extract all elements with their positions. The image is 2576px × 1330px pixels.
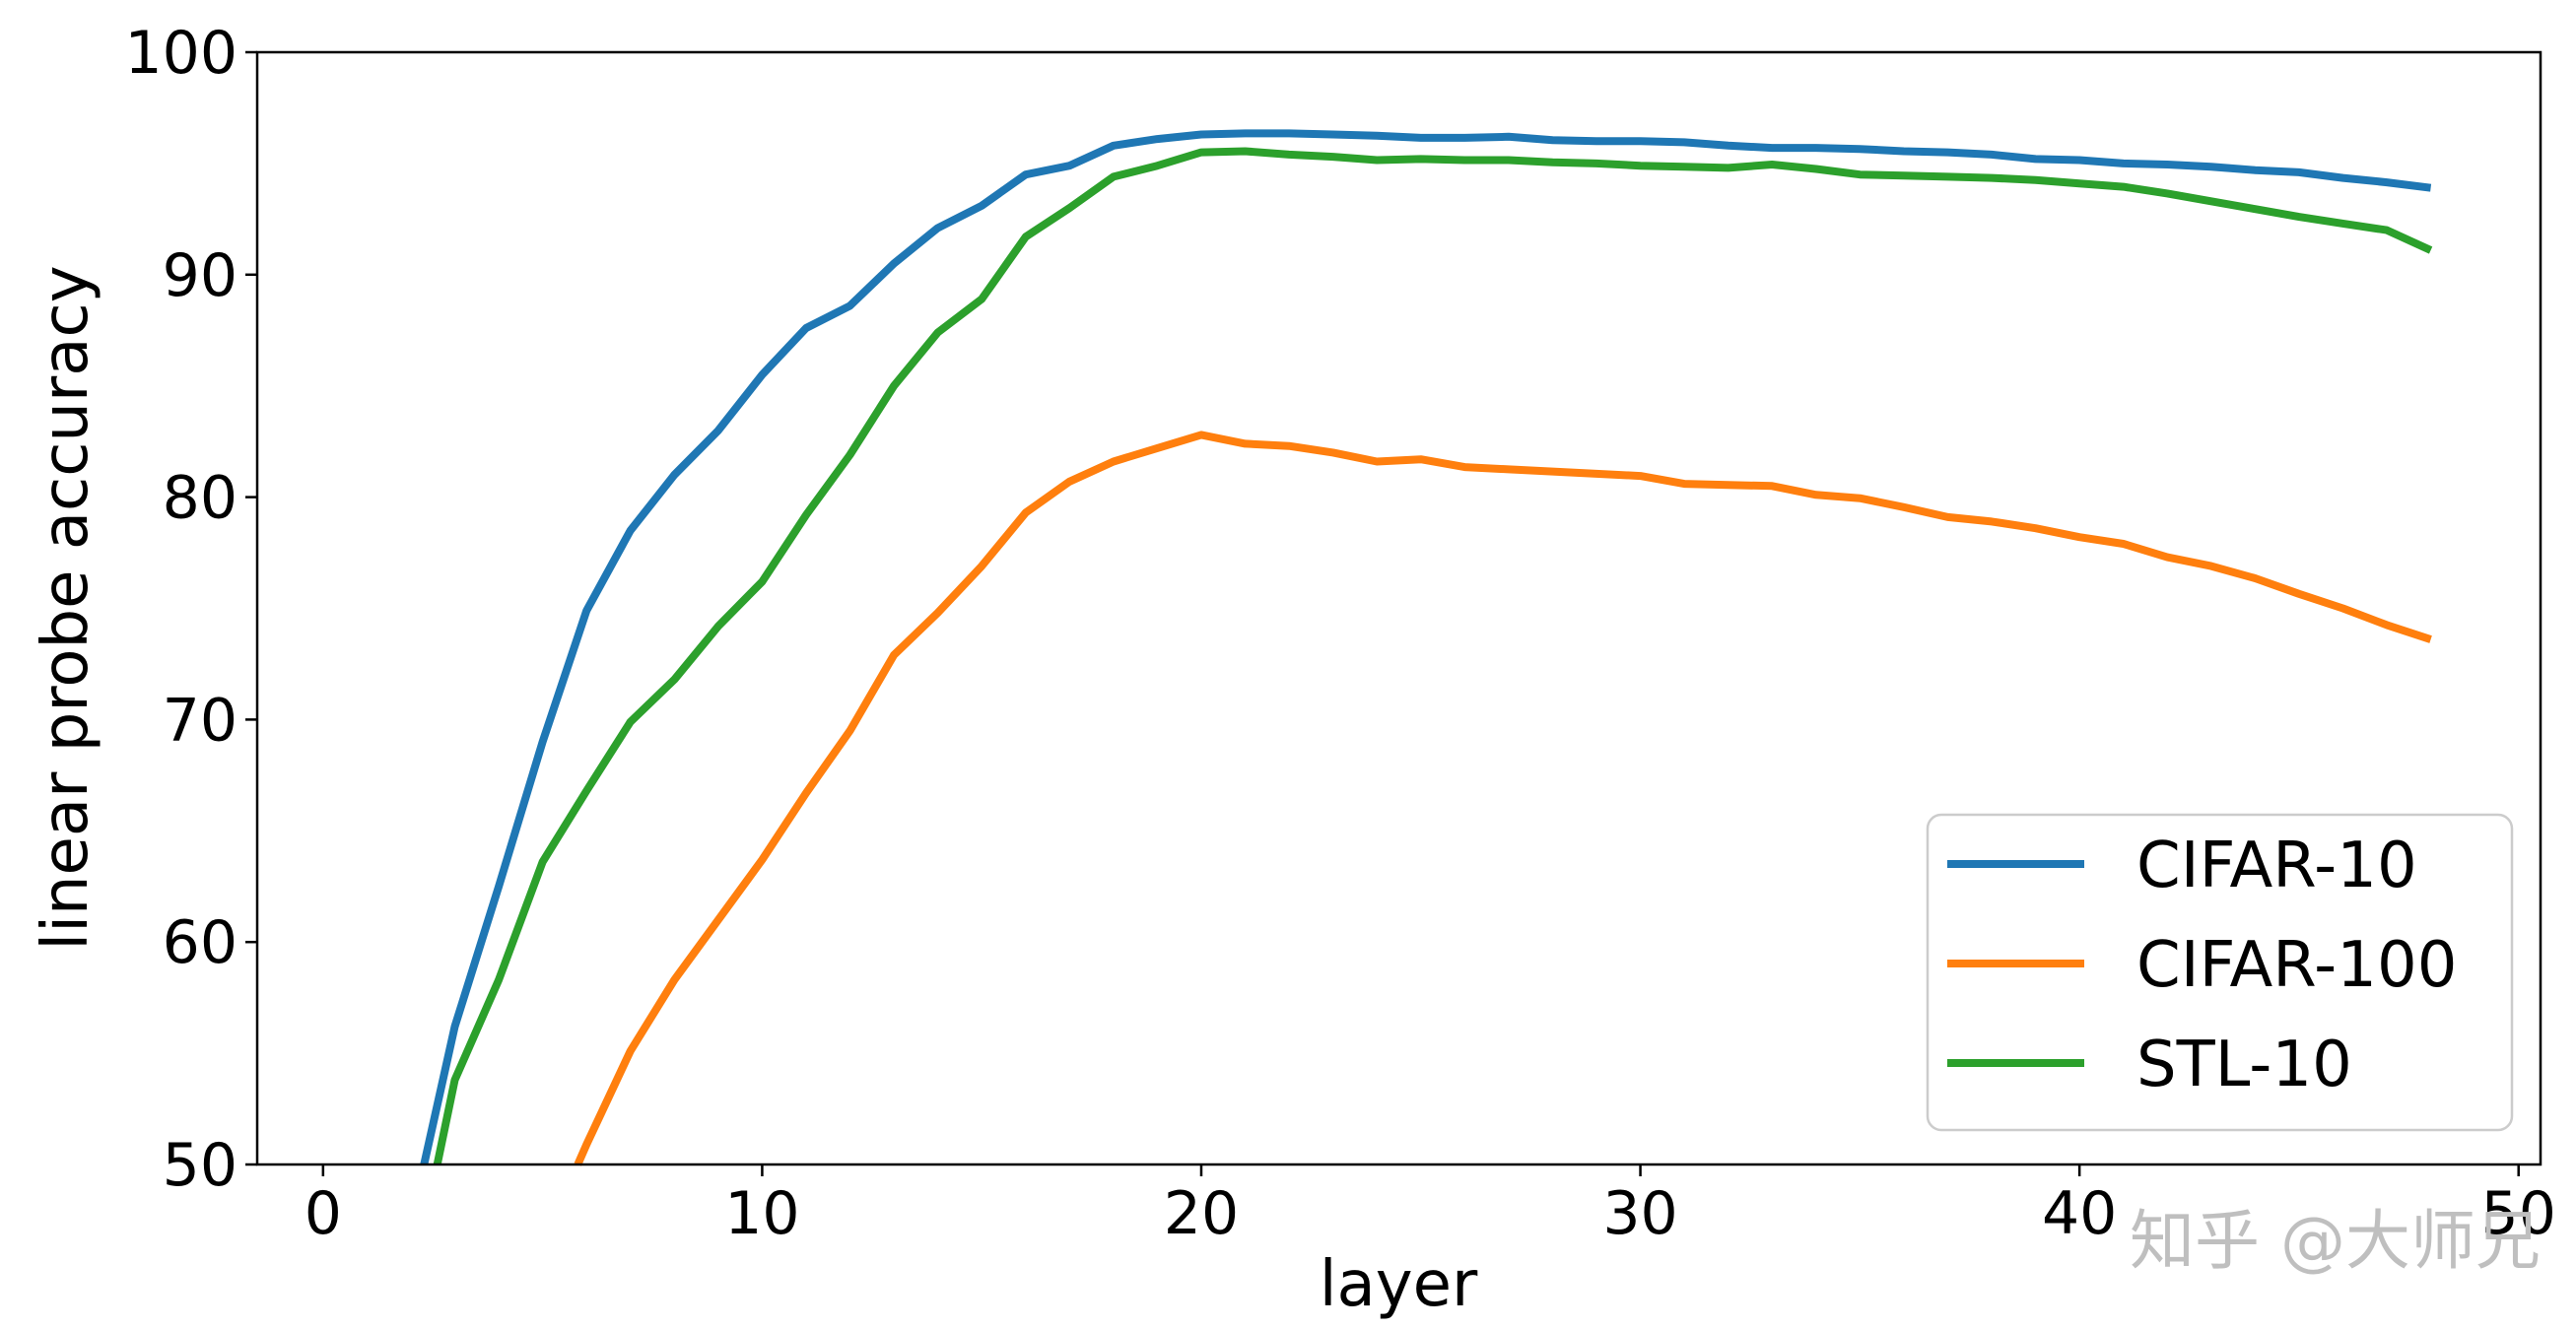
legend-label-3: STL-10 bbox=[2136, 1029, 2352, 1101]
watermark: 知乎 @大师兄 bbox=[2130, 1203, 2541, 1279]
legend-entries: CIFAR-10 CIFAR-100 STL-10 bbox=[1947, 830, 2457, 1101]
x-tick-label: 40 bbox=[2042, 1179, 2117, 1248]
legend: CIFAR-10 CIFAR-100 STL-10 bbox=[1926, 813, 2514, 1132]
y-tick-label: 90 bbox=[163, 241, 237, 310]
tick-layer: 0 10 20 30 40 50 50 60 70 80 90 100 bbox=[124, 19, 2555, 1248]
x-tick-label: 20 bbox=[1164, 1179, 1239, 1248]
x-tick-label: 30 bbox=[1602, 1179, 1677, 1248]
y-tick-label: 60 bbox=[163, 908, 237, 977]
x-axis-label: layer bbox=[1320, 1248, 1478, 1321]
series-line-2 bbox=[574, 431, 2432, 1166]
series-layer bbox=[420, 129, 2433, 1166]
series-line-3 bbox=[433, 147, 2433, 1165]
x-tick-label: 10 bbox=[724, 1179, 799, 1248]
plot-frame bbox=[255, 50, 2542, 1166]
legend-box bbox=[1926, 813, 2514, 1132]
series-line-1 bbox=[420, 129, 2432, 1165]
y-tick-label: 50 bbox=[163, 1131, 237, 1200]
legend-label-2: CIFAR-100 bbox=[2136, 929, 2457, 1002]
y-tick-label: 100 bbox=[124, 19, 237, 88]
x-tick-label: 0 bbox=[305, 1179, 342, 1248]
x-tick-label: 50 bbox=[2481, 1179, 2556, 1248]
y-tick-label: 80 bbox=[163, 464, 237, 533]
legend-label-1: CIFAR-10 bbox=[2136, 830, 2417, 902]
y-axis-label: linear probe accuracy bbox=[30, 265, 102, 950]
y-tick-label: 70 bbox=[163, 686, 237, 755]
